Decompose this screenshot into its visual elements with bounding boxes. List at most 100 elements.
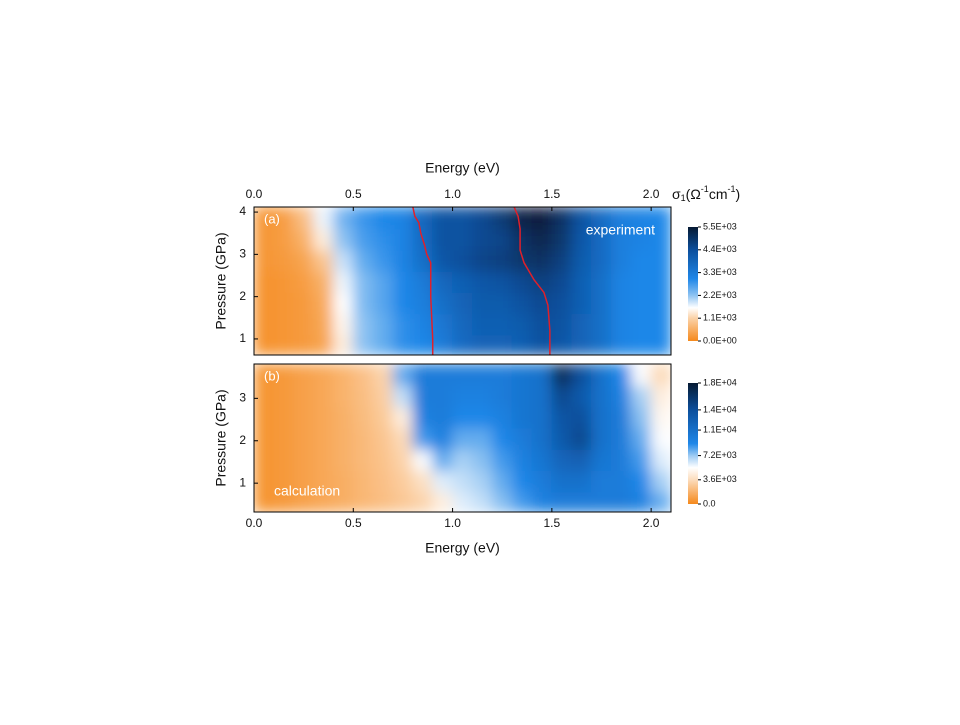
colorbar-tick-label: 4.4E+03 xyxy=(703,244,737,254)
x-tick-label: 2.0 xyxy=(643,187,660,201)
heatmap-cell xyxy=(531,313,553,336)
heatmap-cell xyxy=(531,249,553,272)
heatmap-cell xyxy=(412,291,434,315)
heatmap-cell xyxy=(551,385,573,408)
heatmap-cell xyxy=(531,491,553,512)
heatmap-cell xyxy=(452,427,473,450)
heatmap-cell xyxy=(254,427,275,450)
heatmap-cell xyxy=(591,427,612,450)
heatmap-cell xyxy=(491,270,513,293)
heatmap-cell xyxy=(254,334,275,355)
heatmap-cell xyxy=(412,469,434,493)
heatmap-cell xyxy=(332,291,354,315)
heatmap-cell xyxy=(254,406,275,429)
heatmap-cell xyxy=(471,448,493,471)
heatmap-cell xyxy=(650,385,671,408)
heatmap-cell xyxy=(491,364,513,387)
heatmap-cell xyxy=(511,313,533,336)
heatmap-cell xyxy=(332,207,354,230)
heatmap-cell xyxy=(591,469,612,493)
heatmap-cell xyxy=(591,406,612,429)
heatmap-cell xyxy=(293,334,315,355)
heatmap-cell xyxy=(650,406,671,429)
heatmap-cell xyxy=(273,270,295,293)
heatmap-cell xyxy=(273,291,295,315)
heatmap-cell xyxy=(531,406,553,429)
y-axis-label: Pressure (GPa) xyxy=(213,232,229,329)
colorbar-tick-label: 1.1E+03 xyxy=(703,313,737,323)
colorbar-tick-label: 1.1E+04 xyxy=(703,424,737,434)
heatmap-cell xyxy=(650,313,671,336)
heatmap-cell xyxy=(491,469,513,493)
heatmap-cell xyxy=(531,385,553,408)
heatmap-cell xyxy=(471,469,493,493)
heatmap-cell xyxy=(313,406,334,429)
heatmap-cell xyxy=(452,228,473,251)
heatmap-cell xyxy=(491,406,513,429)
heatmap xyxy=(254,364,671,512)
panel-label: (a) xyxy=(264,211,280,226)
heatmap-cell xyxy=(551,228,573,251)
heatmap-cell xyxy=(630,364,652,387)
heatmap-cell xyxy=(610,427,632,450)
heatmap-cell xyxy=(412,406,434,429)
annotation: calculation xyxy=(274,483,340,499)
heatmap-cell xyxy=(630,249,652,272)
heatmap-cell xyxy=(352,291,374,315)
heatmap-cell xyxy=(491,427,513,450)
heatmap-cell xyxy=(551,406,573,429)
heatmap-cell xyxy=(610,448,632,471)
heatmap-cell xyxy=(352,427,374,450)
heatmap-cell xyxy=(630,427,652,450)
heatmap-cell xyxy=(372,491,394,512)
heatmap-cell xyxy=(293,364,315,387)
heatmap-cell xyxy=(372,249,394,272)
heatmap-cell xyxy=(571,291,593,315)
heatmap-cell xyxy=(352,364,374,387)
heatmap-cell xyxy=(313,249,334,272)
heatmap-cell xyxy=(610,469,632,493)
colorbar-title-part: -1 xyxy=(727,184,735,194)
heatmap-cell xyxy=(531,448,553,471)
heatmap-cell xyxy=(392,448,414,471)
heatmap-cell xyxy=(571,364,593,387)
heatmap-cell xyxy=(352,469,374,493)
heatmap-cell xyxy=(452,270,473,293)
y-tick-label: 3 xyxy=(239,247,246,261)
heatmap-cell xyxy=(650,207,671,230)
colorbar-tick-label: 1.8E+04 xyxy=(703,377,737,387)
heatmap-cell xyxy=(352,334,374,355)
heatmap-cell xyxy=(372,334,394,355)
heatmap-cell xyxy=(471,313,493,336)
heatmap-cell xyxy=(571,427,593,450)
heatmap-cell xyxy=(313,385,334,408)
heatmap-cell xyxy=(551,291,573,315)
heatmap-cell xyxy=(491,228,513,251)
x-tick-label: 0.5 xyxy=(345,187,362,201)
heatmap-cell xyxy=(491,207,513,230)
heatmap-cell xyxy=(630,334,652,355)
heatmap-cell xyxy=(372,469,394,493)
colorbar-tick-label: 5.5E+03 xyxy=(703,221,737,231)
heatmap-cell xyxy=(332,491,354,512)
heatmap-cell xyxy=(313,427,334,450)
heatmap-cell xyxy=(372,385,394,408)
heatmap-cell xyxy=(551,364,573,387)
x-tick-label: 0.5 xyxy=(345,516,362,530)
heatmap-cell xyxy=(432,291,454,315)
heatmap-cell xyxy=(372,427,394,450)
heatmap-cell xyxy=(610,228,632,251)
heatmap-cell xyxy=(332,469,354,493)
heatmap-cell xyxy=(293,228,315,251)
heatmap-cell xyxy=(610,313,632,336)
heatmap-cell xyxy=(531,207,553,230)
heatmap-cell xyxy=(432,207,454,230)
heatmap-cell xyxy=(332,406,354,429)
heatmap-cell xyxy=(471,228,493,251)
heatmap-cell xyxy=(471,291,493,315)
heatmap-cell xyxy=(273,427,295,450)
heatmap-cell xyxy=(352,448,374,471)
heatmap-cell xyxy=(511,364,533,387)
heatmap-cell xyxy=(650,249,671,272)
heatmap-cell xyxy=(571,270,593,293)
